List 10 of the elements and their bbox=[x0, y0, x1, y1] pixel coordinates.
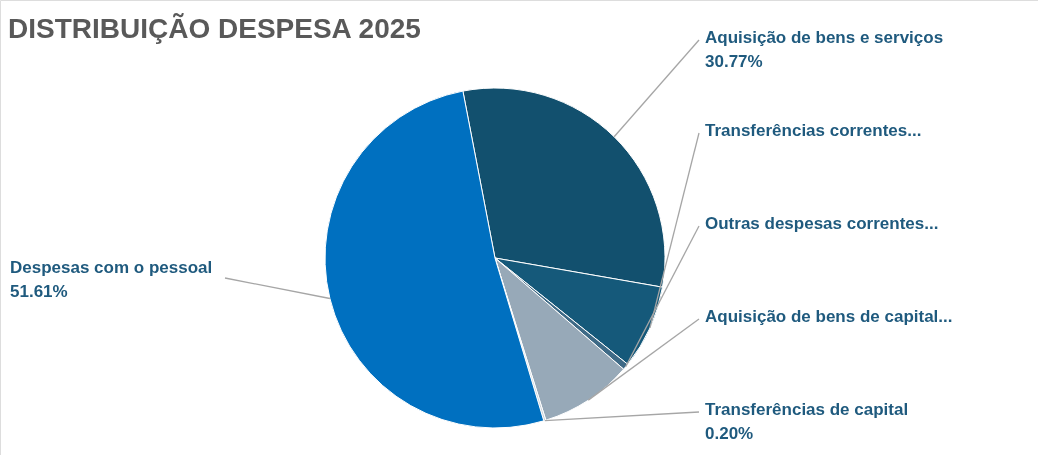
slice-label: Transferências de capital bbox=[705, 400, 909, 419]
data-label: 30.77% bbox=[705, 52, 763, 71]
data-label: 51.61% bbox=[10, 282, 68, 301]
slice-label: Transferências correntes... bbox=[705, 121, 922, 140]
slice-label: Aquisição de bens de capital... bbox=[705, 307, 953, 326]
chart-title: DISTRIBUIÇÃO DESPESA 2025 bbox=[8, 13, 421, 44]
slice-label: Aquisição de bens e serviços bbox=[705, 28, 944, 47]
slice-label: Outras despesas correntes... bbox=[705, 214, 939, 233]
slice-label: Despesas com o pessoal bbox=[10, 258, 213, 277]
data-label: 0.20% bbox=[705, 424, 754, 443]
